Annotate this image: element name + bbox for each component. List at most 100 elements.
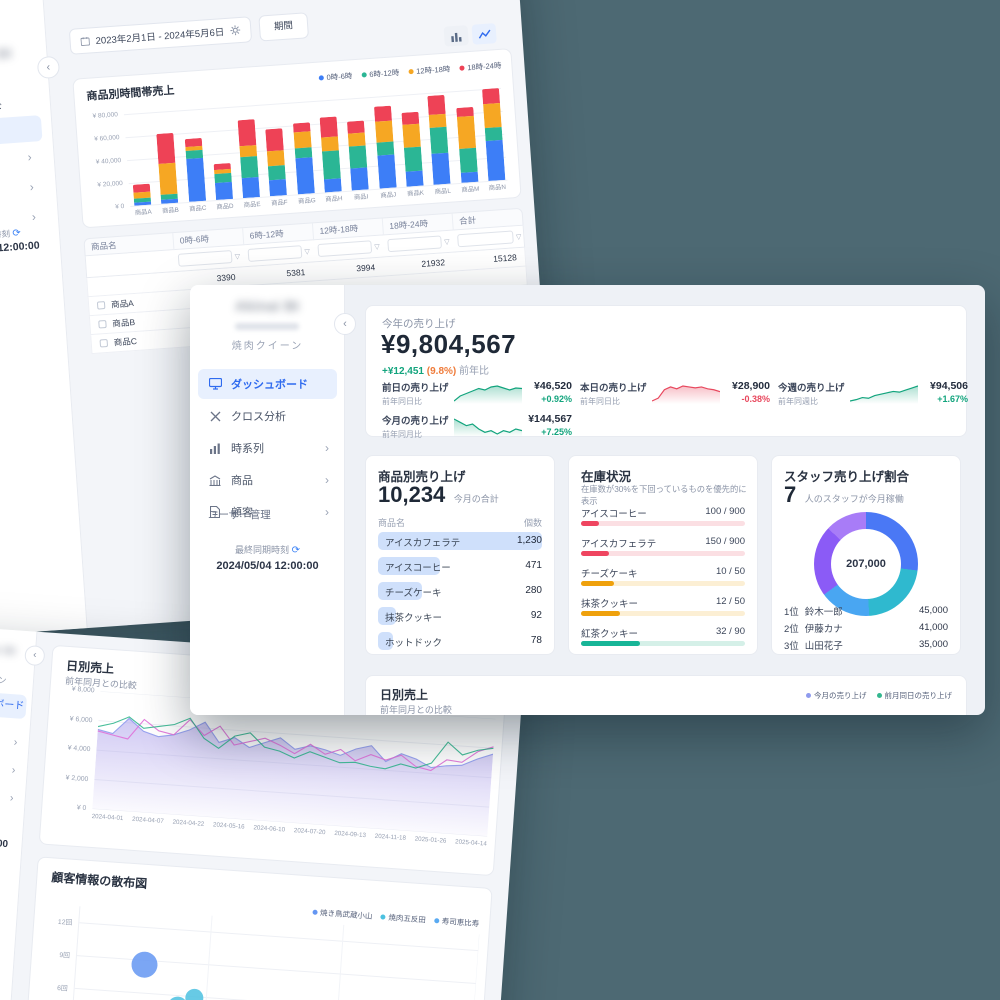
stacked-bar[interactable] bbox=[132, 183, 152, 206]
legend-item[interactable]: 前月同日の売り上げ bbox=[876, 690, 952, 701]
date-range-picker[interactable]: 2023年2月1日 - 2024年5月6日 bbox=[68, 16, 253, 55]
cell: 5381 bbox=[286, 267, 306, 279]
staff-share-title: スタッフ売り上げ割合 bbox=[784, 470, 910, 484]
filter-icon[interactable]: ▽ bbox=[304, 248, 311, 256]
product-row[interactable]: アイスカフェラテ 1,230 bbox=[378, 530, 542, 555]
stacked-bar[interactable] bbox=[401, 112, 424, 187]
product-row[interactable]: ホットドック 78 bbox=[378, 630, 542, 655]
bar-chart-toggle[interactable] bbox=[443, 25, 469, 47]
staff-share-card: スタッフ売り上げ割合 7 人のスタッフが今月稼働 207,000 1位 鈴木一郎 4… bbox=[771, 455, 961, 655]
inventory-subtitle: 在庫数が30%を下回っているものを優先的に表示 bbox=[581, 484, 747, 506]
legend-item[interactable]: 12時-18時 bbox=[408, 63, 451, 77]
stacked-bar[interactable] bbox=[213, 163, 233, 201]
cell-product-name: 商品C bbox=[113, 335, 138, 348]
chevron-right-icon: › bbox=[13, 736, 18, 749]
kpi-delta-pct: (9.8%) bbox=[426, 366, 457, 377]
legend-item[interactable]: 今月の売り上げ bbox=[806, 690, 867, 701]
logo-subline bbox=[235, 323, 299, 330]
chevron-right-icon: › bbox=[27, 149, 33, 165]
stacked-bar[interactable] bbox=[237, 118, 261, 199]
bl-item-active[interactable]: ダッシュボード bbox=[0, 689, 28, 720]
mini-pct: +0.92% bbox=[541, 394, 572, 404]
legend-item[interactable]: 焼き鳥武蔵小山 bbox=[311, 907, 373, 922]
refresh-icon[interactable]: ⟳ bbox=[291, 545, 300, 556]
mini-kpi-today: 本日の売り上げ 前年同日比 ¥28,900 -0.38% bbox=[580, 380, 770, 406]
stacked-bar[interactable] bbox=[347, 120, 370, 191]
sidebar-item-dashboard[interactable]: ダッシュボード bbox=[198, 369, 337, 399]
filter-icon[interactable]: ▽ bbox=[374, 243, 380, 251]
mini-label: 今月の売り上げ bbox=[382, 416, 449, 427]
row-checkbox[interactable] bbox=[99, 338, 109, 348]
filter-icon[interactable]: ▽ bbox=[234, 253, 241, 261]
legend-item[interactable]: 0時-6時 bbox=[318, 70, 353, 83]
legend-item[interactable]: 焼肉五反田 bbox=[380, 911, 426, 925]
inventory-row: アイスカフェラテ 150 / 900 bbox=[581, 534, 745, 564]
sidebar-item-user-management[interactable]: ユーザー管理 bbox=[208, 509, 271, 521]
sidebar-item-cross-analysis[interactable]: クロス分析 bbox=[198, 401, 337, 431]
rank-row: 3位 山田花子 35,000 bbox=[784, 639, 948, 652]
bl-collapse-button[interactable]: ‹ bbox=[24, 644, 46, 667]
scatter-plot bbox=[69, 906, 480, 1000]
cell-product-name: 商品B bbox=[112, 317, 136, 329]
hourly-sales-title: 商品別時間帯売上 bbox=[86, 84, 175, 103]
cross-icon bbox=[208, 409, 222, 423]
tl-collapse-button[interactable]: ‹ bbox=[36, 55, 61, 80]
sidebar-collapse-button[interactable]: ‹ bbox=[334, 313, 356, 335]
y-tick: ¥ 40,000 bbox=[95, 157, 122, 166]
mini-kpi-week: 今週の売り上げ 前年同週比 ¥94,506 +1.67% bbox=[778, 380, 968, 406]
sidebar-item-timeseries[interactable]: 時系列 › bbox=[198, 433, 337, 463]
bar-chart-icon bbox=[451, 32, 462, 42]
x-tick: 商品F bbox=[270, 199, 288, 208]
sparkline bbox=[454, 415, 522, 437]
gear-icon[interactable] bbox=[230, 25, 241, 36]
filter-input[interactable] bbox=[387, 235, 442, 253]
cell: 3390 bbox=[216, 271, 236, 284]
stacked-bar[interactable] bbox=[184, 137, 206, 202]
mini-pct: +1.67% bbox=[937, 394, 968, 404]
refresh-icon[interactable]: ⟳ bbox=[12, 227, 22, 240]
stacked-bar[interactable] bbox=[373, 106, 397, 189]
product-row[interactable]: アイスコーヒー 471 bbox=[378, 555, 542, 580]
product-row[interactable]: チーズケーキ 280 bbox=[378, 580, 542, 605]
product-row[interactable]: 抹茶クッキー 92 bbox=[378, 605, 542, 630]
filter-icon[interactable]: ▽ bbox=[515, 233, 522, 241]
sidebar-item-product[interactable]: 商品 › bbox=[198, 465, 337, 495]
tl-item-active[interactable]: クロス分析 bbox=[0, 115, 43, 150]
filter-input[interactable] bbox=[177, 250, 233, 267]
sidebar-item-label: 顧客 bbox=[231, 507, 253, 519]
filter-icon[interactable]: ▽ bbox=[443, 238, 450, 246]
mini-sublabel: 前年同週比 bbox=[778, 397, 818, 406]
stacked-bar[interactable] bbox=[455, 107, 479, 183]
product-rows: アイスカフェラテ 1,230 アイスコーヒー 471 チーズケーキ 280 抹茶クッキ… bbox=[378, 530, 542, 655]
tl-sync-label: 最終同期時刻 bbox=[0, 228, 11, 243]
row-checkbox[interactable] bbox=[98, 320, 107, 329]
row-checkbox[interactable] bbox=[96, 301, 106, 310]
stacked-bar[interactable] bbox=[265, 128, 288, 197]
mini-label: 今週の売り上げ bbox=[778, 383, 845, 394]
document-icon bbox=[208, 505, 222, 519]
stacked-bar[interactable] bbox=[427, 95, 451, 185]
line-chart-toggle[interactable] bbox=[471, 23, 497, 45]
tl-logo: Akinai BI bbox=[0, 44, 13, 66]
mini-sublabel: 前年同月比 bbox=[382, 430, 422, 439]
bl-store-name: 焼肉クイーン bbox=[0, 671, 8, 686]
filter-input[interactable] bbox=[247, 245, 302, 262]
x-tick: 商品N bbox=[488, 183, 507, 192]
legend-item[interactable]: 6時-12時 bbox=[361, 67, 400, 81]
period-dropdown[interactable]: 期間 bbox=[258, 12, 309, 42]
sidebar-item-label: 商品 bbox=[231, 475, 253, 487]
x-tick: 商品K bbox=[406, 189, 425, 198]
stacked-bar[interactable] bbox=[292, 122, 315, 195]
stacked-bar[interactable] bbox=[319, 116, 342, 193]
stacked-bar[interactable] bbox=[156, 132, 179, 204]
legend-item[interactable]: 18時-24時 bbox=[459, 60, 502, 74]
x-tick: 商品A bbox=[134, 208, 152, 217]
filter-input[interactable] bbox=[457, 230, 514, 248]
donut-center-value: 207,000 bbox=[846, 558, 886, 570]
sidebar-item-customer[interactable]: 顧客 › bbox=[198, 497, 337, 527]
sidebar-item-label: クロス分析 bbox=[231, 411, 286, 423]
filter-input[interactable] bbox=[317, 240, 372, 258]
legend-item[interactable]: 寿司恵比寿 bbox=[433, 915, 479, 929]
